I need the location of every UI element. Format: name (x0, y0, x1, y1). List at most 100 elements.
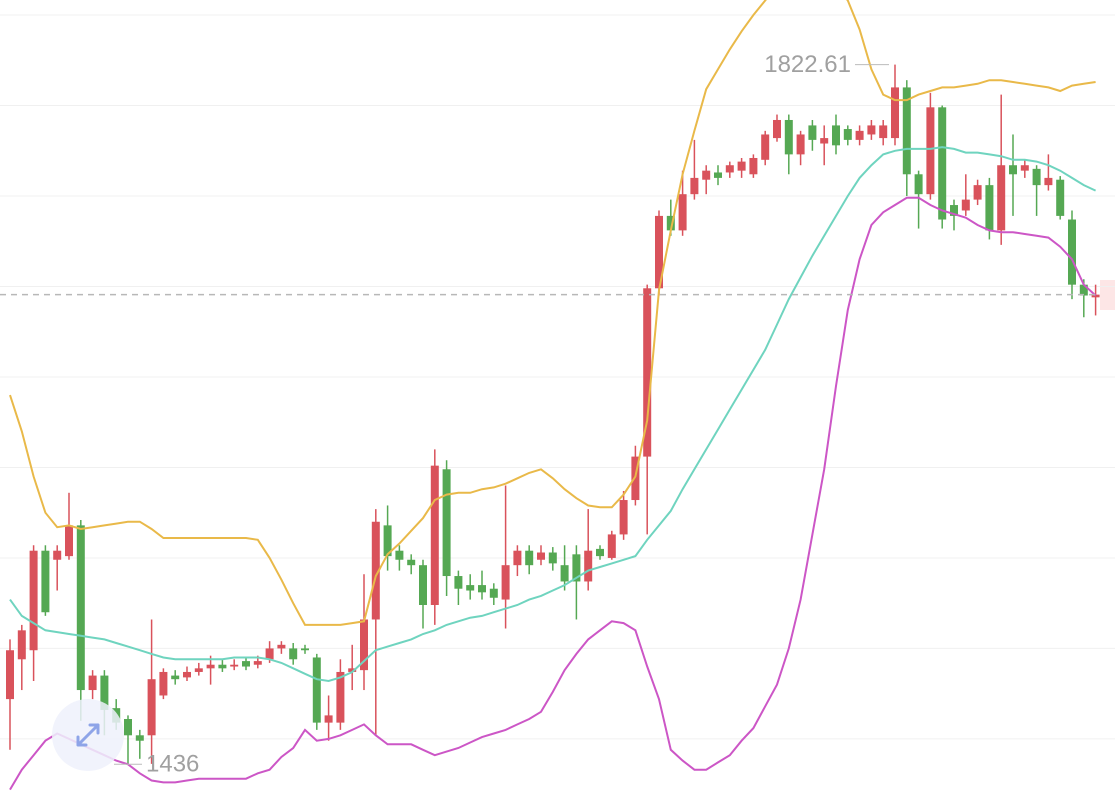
candle-body (253, 661, 262, 665)
candle-body (53, 550, 62, 560)
candle-body (360, 619, 368, 671)
candle-body (843, 129, 852, 140)
candle-body (348, 668, 357, 672)
candle-body (100, 675, 109, 710)
candle-body (761, 134, 770, 160)
candle-body (678, 194, 687, 231)
candle-body (336, 671, 345, 723)
candle-body (572, 554, 581, 582)
candle-body (147, 679, 156, 736)
candle-body (454, 576, 463, 589)
candle-body (442, 469, 451, 577)
candle-body (171, 675, 180, 680)
candle-body (183, 671, 191, 678)
candle-body (1079, 284, 1088, 296)
candle-body (914, 174, 923, 195)
candle-body (230, 664, 239, 667)
candle-body (489, 588, 498, 598)
candle-body (289, 648, 298, 660)
candle-body (206, 664, 215, 669)
band-line (9, 0, 1096, 626)
candle-body (961, 199, 970, 211)
candle-body (891, 87, 899, 139)
candle-body (690, 177, 699, 195)
candle-body (1032, 168, 1041, 186)
candle-body (820, 138, 829, 144)
zoom-icon (76, 723, 100, 747)
candle-body (277, 644, 286, 649)
candle-body (737, 161, 746, 171)
candle-body (666, 215, 675, 231)
max-label: 1822.61 (764, 51, 851, 78)
band-line (9, 196, 1097, 791)
candle-body (784, 119, 793, 155)
candle-body (714, 172, 722, 178)
candle-body (41, 550, 50, 613)
candle-body (619, 500, 628, 535)
candle-body (135, 735, 144, 741)
candle-body (773, 119, 781, 139)
candle-body (855, 130, 864, 140)
decor (1100, 280, 1115, 310)
candle-body (265, 648, 274, 660)
candle-body (796, 134, 805, 155)
candle-body (525, 550, 534, 566)
candle-body (985, 185, 994, 231)
candle-body (537, 552, 545, 560)
candle-body (324, 715, 333, 723)
candle-body (124, 719, 132, 736)
candle-body (513, 550, 522, 566)
candle-body (407, 559, 416, 566)
candle-body (879, 125, 888, 139)
candle-body (548, 552, 557, 564)
candle-body (6, 650, 14, 700)
candle-body (1056, 179, 1065, 216)
candle-body (65, 525, 73, 557)
candle-body (419, 565, 427, 605)
candle-body (430, 465, 439, 605)
candle-body (88, 675, 97, 691)
candle-body (29, 550, 38, 651)
candle-body (584, 550, 593, 582)
candle-body (902, 87, 911, 175)
candle-body (17, 630, 26, 660)
candle-body (242, 661, 250, 667)
candle-body (607, 534, 616, 558)
candle-body (478, 585, 486, 593)
candle-body (938, 107, 947, 220)
min-label: 1436 (146, 751, 199, 778)
zoom-button[interactable] (52, 699, 124, 771)
candle-body (501, 565, 510, 600)
candle-body (1044, 177, 1053, 186)
candle-body (1068, 219, 1076, 285)
candle-body (725, 165, 734, 173)
candle-body (997, 165, 1006, 231)
candle-body (466, 585, 475, 591)
candle-body (1091, 294, 1100, 298)
candle-body (1009, 165, 1017, 175)
candle-body (749, 157, 758, 175)
candle-body (808, 125, 817, 140)
candle-body (395, 550, 404, 560)
candle-body (702, 170, 711, 180)
candle-body (159, 671, 168, 696)
candle-body (832, 125, 840, 146)
candle-body (301, 648, 309, 651)
candle-body (643, 288, 652, 457)
candle-body (973, 185, 982, 200)
candle-body (867, 125, 876, 135)
candle-body (655, 215, 663, 289)
candle-body (926, 107, 935, 195)
candle-body (194, 668, 203, 672)
candle-body (383, 525, 392, 557)
candle-body (76, 525, 85, 691)
candle-body (371, 521, 380, 620)
band-line (9, 146, 1097, 683)
price-tag (1100, 280, 1115, 310)
candle-body (312, 657, 321, 723)
candle-body (1020, 165, 1029, 171)
candle-body (950, 205, 958, 216)
candle-body (218, 664, 227, 669)
